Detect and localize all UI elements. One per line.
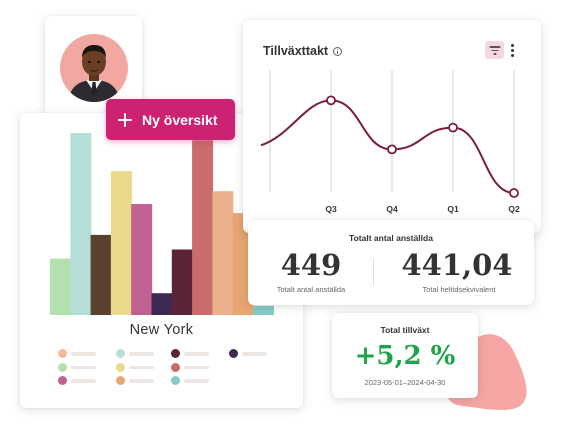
- more-vertical-icon: [510, 44, 514, 47]
- more-dot: [510, 54, 514, 57]
- legend-placeholder-line: [71, 352, 96, 356]
- legend-placeholder-line: [129, 365, 154, 369]
- legend-swatch: [171, 376, 180, 385]
- legend-item: [116, 362, 160, 373]
- legend-swatch: [58, 362, 67, 372]
- bar-chart: [50, 133, 274, 315]
- more-options-button[interactable]: [509, 42, 515, 58]
- quarter-label-Q4: Q4: [386, 204, 398, 214]
- filter-icon: [489, 46, 500, 48]
- divider: [373, 258, 374, 286]
- legend-swatch: [116, 376, 125, 385]
- legend-item: [229, 349, 273, 359]
- legend-placeholder-line: [71, 365, 96, 369]
- point-Q2: [509, 188, 519, 198]
- legend-swatch: [116, 349, 125, 358]
- quarter-label-Q1: Q1: [447, 204, 459, 214]
- legend-item: [116, 376, 160, 386]
- legend-swatch: [116, 362, 125, 372]
- bar-8: [192, 140, 214, 315]
- legend-swatch: [58, 376, 67, 385]
- bar-3: [90, 234, 112, 315]
- bar-6: [151, 293, 173, 315]
- legend-item: [171, 349, 215, 359]
- legend-placeholder-line: [71, 379, 96, 383]
- bar-7: [171, 249, 193, 315]
- point-Q1: [448, 122, 458, 133]
- legend-item: [58, 362, 102, 373]
- growth-rate-title: Tillväxttakt: [263, 44, 329, 58]
- legend-placeholder-line: [129, 379, 154, 383]
- total-growth-title: Total tillväxt: [380, 325, 430, 335]
- growth-line: [260, 99, 515, 194]
- growth-rate-card: Tillväxttakt Q3 Q4 Q1 Q2: [243, 20, 541, 233]
- fte-label: Total heltidsekvivalent: [422, 285, 496, 294]
- new-overview-label: Ny översikt: [142, 111, 218, 128]
- quarter-label-Q3: Q3: [325, 204, 337, 214]
- info-icon[interactable]: [333, 46, 343, 56]
- fte-value: 441,04: [401, 248, 513, 282]
- bar-11: [253, 305, 274, 315]
- growth-line-chart: [260, 70, 519, 198]
- quarter-label-Q2: Q2: [508, 204, 520, 214]
- point-Q3: [326, 95, 336, 106]
- bar-9: [212, 191, 234, 315]
- plus-icon: [118, 112, 132, 127]
- growth-rate-header: Tillväxttakt: [263, 44, 343, 58]
- employees-title: Totalt antal anställda: [349, 233, 433, 243]
- legend-placeholder-line: [184, 365, 209, 369]
- total-employees-value: 449: [280, 248, 342, 282]
- legend-item: [171, 362, 215, 373]
- legend-placeholder-line: [242, 352, 267, 356]
- user-avatar-icon: [60, 34, 128, 102]
- total-employees-label: Totalt antal anställda: [276, 285, 346, 294]
- legend-placeholder-line: [184, 352, 209, 356]
- legend-item: [58, 349, 102, 359]
- legend-placeholder-line: [184, 379, 209, 383]
- filter-button[interactable]: [485, 41, 504, 59]
- new-overview-button[interactable]: Ny översikt: [106, 99, 235, 140]
- employees-card: Totalt antal anställda 449 Totalt antal …: [248, 220, 534, 305]
- legend-placeholder-line: [129, 352, 154, 356]
- point-Q4: [387, 144, 397, 155]
- total-growth-value: +5,2 %: [354, 341, 456, 371]
- filter-icon-line: [491, 49, 498, 51]
- legend-item: [171, 376, 215, 386]
- legend-item: [116, 349, 160, 359]
- filter-icon-line: [493, 53, 496, 55]
- more-dot: [510, 49, 514, 52]
- bar-1: [50, 258, 71, 315]
- city-label: New York: [129, 322, 194, 338]
- bar-2: [70, 133, 92, 315]
- legend-item: [58, 376, 102, 386]
- legend-swatch: [171, 349, 180, 358]
- legend-swatch: [171, 362, 180, 372]
- bar-4: [110, 171, 132, 315]
- total-growth-card: Total tillväxt +5,2 % 2023-05-01–2024-04…: [332, 313, 478, 398]
- legend-swatch: [58, 349, 67, 358]
- total-growth-date-range: 2023-05-01–2024-04-30: [364, 378, 446, 387]
- bar-5: [131, 204, 153, 315]
- legend-swatch: [229, 349, 238, 358]
